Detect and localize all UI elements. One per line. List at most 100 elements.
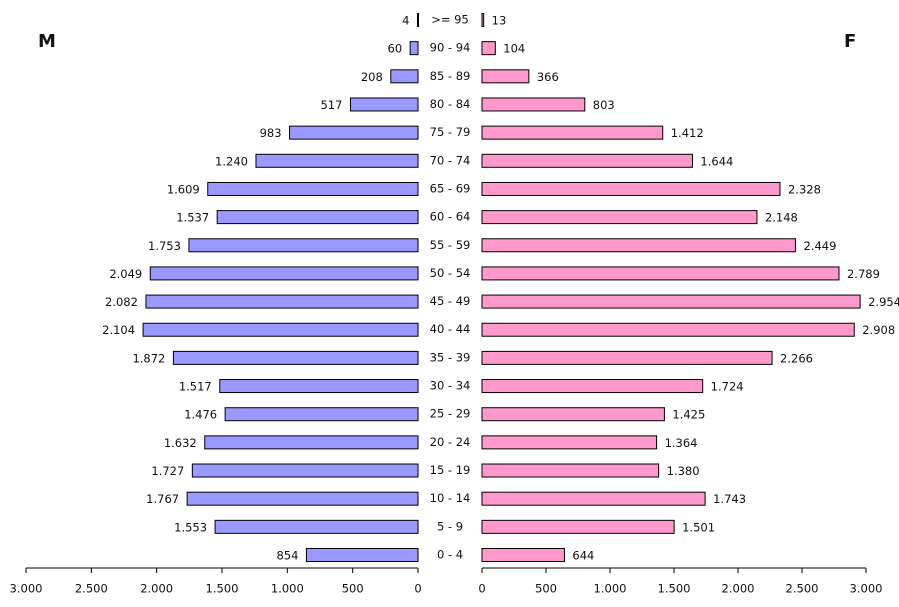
- value-label: 1.743: [713, 492, 746, 506]
- value-label: 1.380: [667, 464, 700, 478]
- value-label: 2.954: [868, 295, 899, 309]
- value-label: 2.266: [780, 351, 813, 365]
- bar: [481, 491, 706, 506]
- category-label: 20 - 24: [430, 435, 471, 449]
- x-tick-label: 3.000: [10, 582, 43, 596]
- bar: [481, 463, 660, 478]
- x-tick-label: 3.000: [850, 582, 883, 596]
- bar: [219, 379, 419, 394]
- value-label: 1.537: [176, 211, 209, 225]
- bar: [224, 407, 419, 422]
- value-label: 1.727: [151, 464, 184, 478]
- value-label: 60: [388, 42, 403, 56]
- category-label: 70 - 74: [430, 153, 471, 167]
- bar: [481, 210, 758, 225]
- value-label: 854: [276, 549, 298, 563]
- value-label: 1.412: [671, 126, 704, 140]
- bar: [481, 238, 796, 253]
- bar: [207, 181, 419, 196]
- bar: [416, 13, 419, 27]
- x-tick-label: 2.000: [140, 582, 173, 596]
- value-label: 983: [260, 126, 282, 140]
- x-tick-label: 0: [414, 582, 421, 596]
- bar: [481, 548, 565, 562]
- bar: [481, 13, 485, 27]
- legend-right: F: [844, 31, 856, 52]
- category-label: 5 - 9: [437, 519, 463, 533]
- category-label: 65 - 69: [430, 181, 471, 195]
- bar: [481, 69, 530, 84]
- value-label: 2.148: [765, 211, 798, 225]
- bar: [255, 153, 419, 168]
- bar: [481, 407, 665, 422]
- value-label: 2.908: [862, 323, 895, 337]
- x-tick-label: 2.000: [722, 582, 755, 596]
- legend-left: M: [38, 31, 56, 52]
- bar: [481, 322, 855, 337]
- x-tick-label: 1.000: [594, 582, 627, 596]
- category-label: 80 - 84: [430, 97, 471, 111]
- category-label: 75 - 79: [430, 125, 471, 139]
- value-label: 517: [320, 98, 342, 112]
- value-label: 1.767: [146, 492, 179, 506]
- value-label: 1.632: [164, 436, 197, 450]
- value-label: 104: [503, 42, 525, 56]
- value-label: 1.753: [148, 239, 181, 253]
- value-label: 1.644: [700, 154, 733, 168]
- bar: [188, 238, 419, 253]
- category-label: 60 - 64: [430, 210, 471, 224]
- value-label: 13: [492, 14, 507, 28]
- bar: [142, 322, 419, 337]
- value-label: 1.240: [215, 154, 248, 168]
- bar: [481, 350, 773, 365]
- x-tick-label: 1.000: [271, 582, 304, 596]
- category-label: 85 - 89: [430, 69, 471, 83]
- x-tick-label: 0: [478, 582, 485, 596]
- value-label: 2.104: [102, 323, 135, 337]
- category-label: 10 - 14: [430, 491, 471, 505]
- value-label: 1.517: [179, 380, 212, 394]
- value-label: 1.364: [665, 436, 698, 450]
- x-tick-label: 2.500: [75, 582, 108, 596]
- value-label: 1.609: [167, 182, 200, 196]
- bar: [145, 294, 419, 309]
- x-tick-label: 500: [535, 582, 557, 596]
- bar: [481, 519, 675, 534]
- category-label: 55 - 59: [430, 238, 471, 252]
- bar: [481, 125, 664, 140]
- value-label: 4: [402, 14, 409, 28]
- bar: [481, 266, 840, 281]
- bar: [216, 210, 419, 225]
- value-label: 1.425: [672, 408, 705, 422]
- value-label: 2.789: [847, 267, 880, 281]
- category-label: 30 - 34: [430, 379, 471, 393]
- category-label: 35 - 39: [430, 350, 471, 364]
- value-label: 1.476: [184, 408, 217, 422]
- value-label: 2.082: [105, 295, 138, 309]
- value-label: 1.724: [711, 380, 744, 394]
- category-label: 0 - 4: [437, 548, 463, 562]
- bar: [481, 97, 586, 112]
- bar: [390, 69, 419, 84]
- bar: [172, 350, 419, 365]
- category-label: 40 - 44: [430, 322, 471, 336]
- bar: [214, 519, 419, 534]
- category-label: 25 - 29: [430, 407, 471, 421]
- x-tick-label: 2.500: [786, 582, 819, 596]
- value-label: 2.049: [109, 267, 142, 281]
- bar: [289, 125, 419, 140]
- bar: [481, 379, 704, 394]
- value-label: 803: [593, 98, 615, 112]
- value-label: 1.553: [174, 520, 207, 534]
- category-label: 45 - 49: [430, 294, 471, 308]
- category-label: >= 95: [431, 13, 469, 27]
- bar: [481, 153, 693, 168]
- bar: [149, 266, 419, 281]
- bar: [349, 97, 419, 112]
- value-label: 208: [361, 70, 383, 84]
- category-label: 15 - 19: [430, 463, 471, 477]
- category-label: 90 - 94: [430, 41, 471, 55]
- value-label: 644: [572, 549, 594, 563]
- value-label: 1.501: [682, 520, 715, 534]
